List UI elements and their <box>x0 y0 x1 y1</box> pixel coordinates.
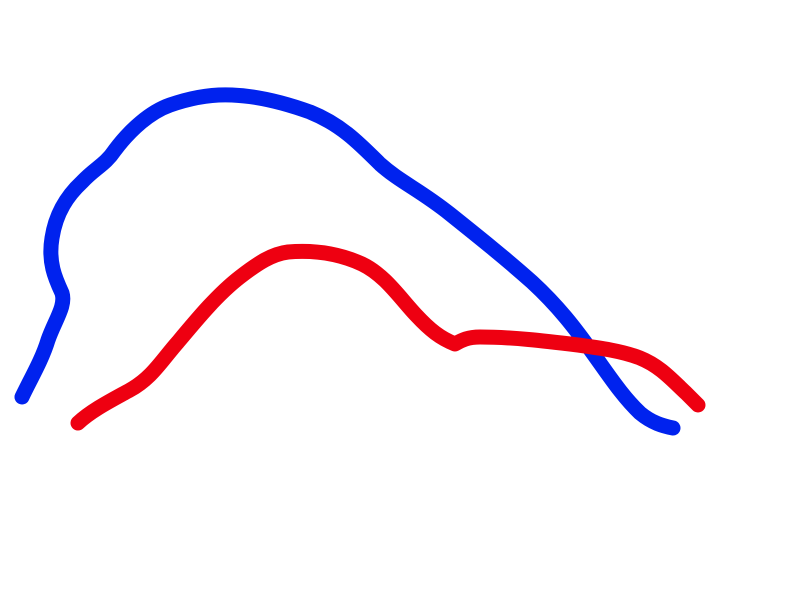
red-stroke <box>70 243 706 431</box>
blue-stroke <box>14 87 681 436</box>
